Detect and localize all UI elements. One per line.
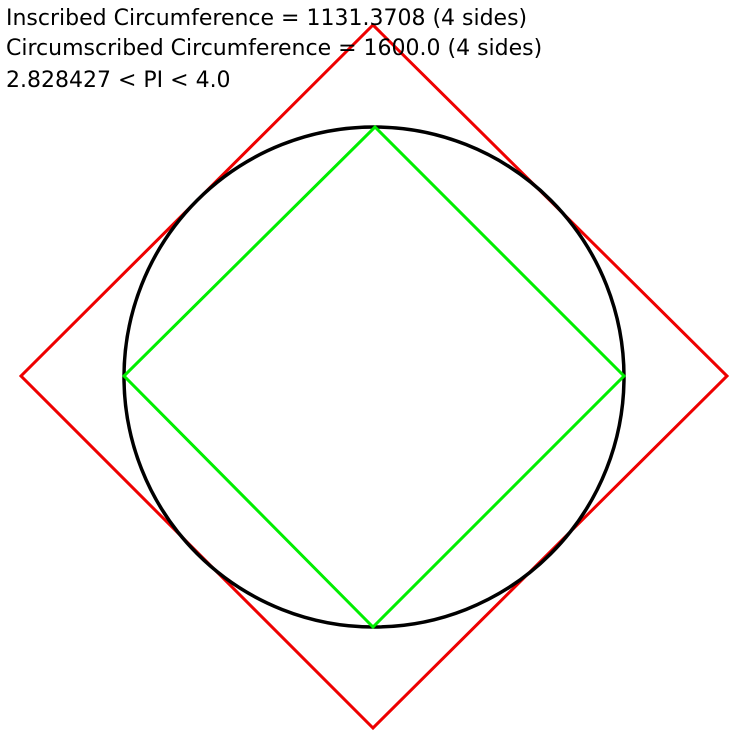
circumscribed-circumference-label: Circumscribed Circumference = 1600.0 (4 … [6,36,543,61]
pi-bounds-label: 2.828427 < PI < 4.0 [6,68,231,93]
inscribed-circumference-label: Inscribed Circumference = 1131.3708 (4 s… [6,6,528,31]
circumscribed-square [18,22,730,731]
inscribed-square [121,124,627,630]
